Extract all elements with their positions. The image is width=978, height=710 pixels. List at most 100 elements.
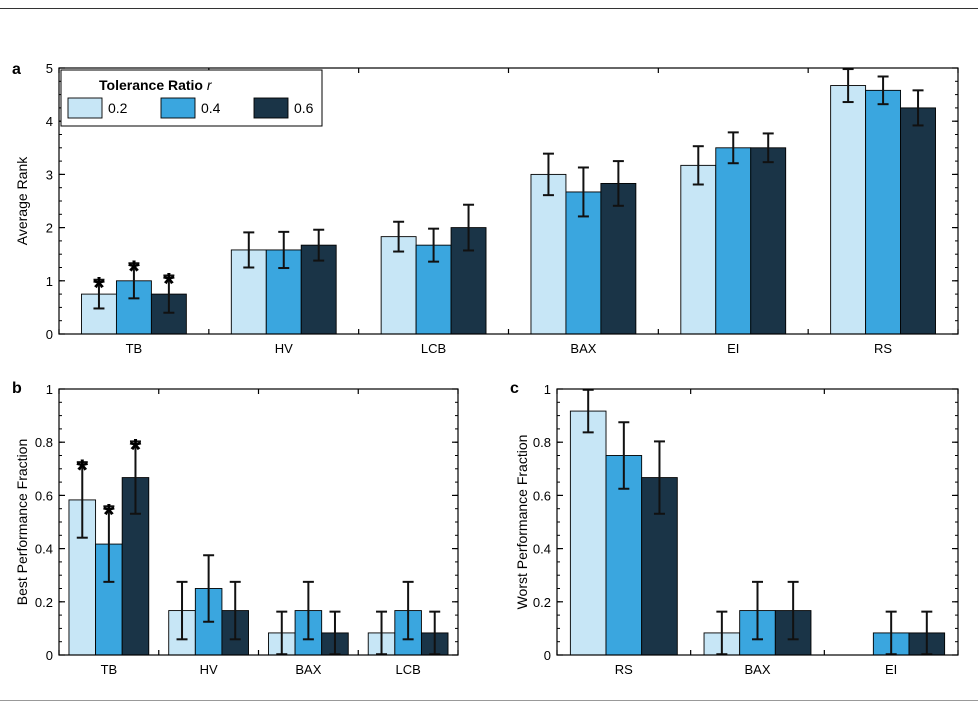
legend-swatch: [253, 97, 289, 119]
error-bar: [762, 132, 774, 164]
panel-label: a: [12, 61, 21, 78]
bar: [865, 89, 902, 335]
error-bar: [93, 278, 105, 310]
error-bar: [618, 421, 630, 490]
y-tick-label: 0.8: [35, 435, 53, 450]
error-bar: [921, 610, 933, 656]
error-bar: [229, 580, 241, 641]
x-tick-label: RS: [874, 341, 892, 356]
significance-star: *: [93, 272, 105, 305]
legend-label: 0.6: [294, 100, 314, 116]
y-tick-label: 0.6: [35, 488, 53, 503]
error-bar: [428, 227, 440, 263]
legend-swatch: [160, 97, 196, 119]
bar: [380, 236, 417, 335]
bar: [569, 410, 607, 656]
y-tick-label: 0.2: [533, 595, 551, 610]
y-tick-label: 0.2: [35, 595, 53, 610]
significance-star: *: [76, 454, 88, 487]
x-tick-label: BAX: [295, 662, 321, 677]
error-bar: [402, 580, 414, 641]
error-bar: [582, 388, 594, 434]
y-axis-label: Worst Performance Fraction: [514, 435, 530, 610]
y-tick-label: 0.4: [35, 542, 53, 557]
error-bar: [885, 610, 897, 656]
error-bar: [128, 262, 140, 300]
error-bar: [692, 145, 704, 186]
error-bar: [727, 131, 739, 165]
y-tick-label: 0: [46, 648, 53, 663]
error-bar: [877, 75, 889, 106]
x-tick-label: TB: [101, 662, 118, 677]
y-axis-label: Average Rank: [14, 156, 30, 245]
error-bar: [612, 160, 624, 207]
bar: [600, 182, 637, 335]
error-bar: [577, 166, 589, 218]
y-axis-label: Best Performance Fraction: [14, 439, 30, 606]
error-bar: [203, 554, 215, 623]
bottom-rule: [0, 700, 978, 701]
error-bar: [302, 580, 314, 641]
error-bar: [243, 231, 255, 269]
panel-label: c: [510, 380, 519, 397]
x-tick-label: BAX: [570, 341, 596, 356]
significance-star: *: [163, 267, 175, 300]
error-bar: [393, 220, 405, 253]
legend-label: 0.4: [201, 100, 221, 116]
error-bar: [76, 461, 88, 539]
bar: [680, 164, 717, 335]
y-tick-label: 4: [46, 114, 53, 129]
error-bar: [329, 610, 341, 656]
error-bar: [429, 610, 441, 656]
legend-label: 0.2: [108, 100, 128, 116]
error-bar: [313, 228, 325, 262]
x-tick-label: HV: [275, 341, 293, 356]
error-bar: [376, 610, 388, 656]
x-tick-label: EI: [885, 662, 897, 677]
error-bar: [912, 89, 924, 127]
x-tick-label: LCB: [395, 662, 420, 677]
error-bar: [787, 580, 799, 641]
error-bar: [716, 610, 728, 656]
top-rule: [0, 8, 978, 9]
y-tick-label: 2: [46, 221, 53, 236]
error-bar: [176, 580, 188, 641]
legend-title-symbol: r: [207, 77, 213, 93]
x-tick-label: HV: [200, 662, 218, 677]
error-bar: [752, 580, 763, 641]
bar: [715, 147, 752, 335]
panel-b: b * * * 0 0.2 0.4 0.6 0.8 1 TB HV BAX LCB Best Perform…: [12, 380, 459, 677]
bar: [750, 147, 787, 335]
error-bar: [103, 505, 115, 583]
error-bar: [542, 152, 554, 197]
bar: [900, 107, 936, 335]
error-bar: [653, 440, 665, 515]
panel-a: a * * * 0 1 2 3 4 5 TB HV LCB BAX EI RS Average Rank Tole…: [12, 61, 959, 356]
y-tick-label: 0.8: [533, 435, 551, 450]
y-tick-label: 0: [46, 327, 53, 342]
bar: [830, 85, 867, 335]
y-tick-label: 1: [544, 382, 551, 397]
x-tick-label: LCB: [421, 341, 446, 356]
panel-c: c 0 0.2 0.4 0.6 0.8 1 RS BAX EI Worst Performance …: [510, 380, 959, 677]
legend-title: Tolerance Ratio r: [99, 77, 213, 93]
legend: Tolerance Ratio r 0.2 0.4 0.6: [60, 69, 323, 127]
x-tick-label: TB: [126, 341, 143, 356]
y-tick-label: 1: [46, 274, 53, 289]
significance-star: *: [130, 433, 142, 466]
error-bar: [463, 203, 475, 252]
y-tick-label: 0: [544, 648, 551, 663]
error-bar: [129, 440, 141, 515]
error-bar: [842, 68, 854, 104]
y-tick-label: 0.6: [533, 488, 551, 503]
error-bar: [276, 610, 288, 656]
bar: [530, 173, 567, 335]
legend-title-text: Tolerance Ratio: [99, 77, 207, 93]
y-tick-label: 5: [46, 61, 53, 76]
significance-star: *: [103, 498, 115, 531]
panel-label: b: [12, 380, 22, 397]
x-tick-label: EI: [727, 341, 739, 356]
y-tick-label: 0.4: [533, 542, 551, 557]
error-bar: [278, 230, 290, 270]
